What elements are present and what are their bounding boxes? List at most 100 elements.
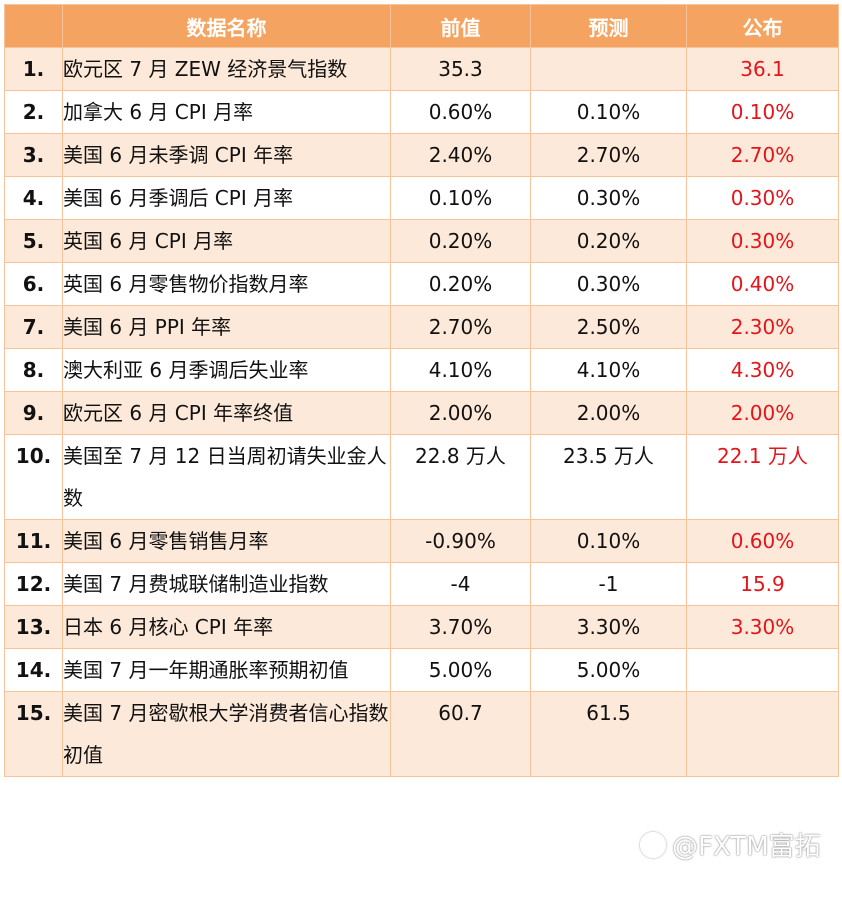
row-index: 7.	[4, 305, 63, 349]
row-prev: -4	[390, 562, 531, 606]
row-name: 美国 6 月季调后 CPI 月率	[62, 176, 391, 220]
row-prev: 3.70%	[390, 605, 531, 649]
row-forecast: 3.30%	[530, 605, 687, 649]
row-prev: 0.10%	[390, 176, 531, 220]
row-prev: 5.00%	[390, 648, 531, 692]
row-forecast: 0.30%	[530, 262, 687, 306]
table-row: 2. 加拿大 6 月 CPI 月率 0.60% 0.10% 0.10%	[4, 90, 839, 134]
row-name: 美国至 7 月 12 日当周初请失业金人数	[62, 434, 391, 520]
row-actual: 36.1	[686, 47, 839, 91]
economic-data-table: 数据名称 前值 预测 公布 1. 欧元区 7 月 ZEW 经济景气指数 35.3 36…	[4, 4, 839, 777]
header-actual: 公布	[686, 4, 839, 48]
table-row: 6. 英国 6 月零售物价指数月率 0.20% 0.30% 0.40%	[4, 262, 839, 306]
row-index: 1.	[4, 47, 63, 91]
row-name: 英国 6 月零售物价指数月率	[62, 262, 391, 306]
table-row: 4. 美国 6 月季调后 CPI 月率 0.10% 0.30% 0.30%	[4, 176, 839, 220]
row-name: 加拿大 6 月 CPI 月率	[62, 90, 391, 134]
row-prev: 2.40%	[390, 133, 531, 177]
row-index: 5.	[4, 219, 63, 263]
row-index: 10.	[4, 434, 63, 520]
row-prev: 0.20%	[390, 262, 531, 306]
row-actual: 0.30%	[686, 176, 839, 220]
row-forecast: 23.5 万人	[530, 434, 687, 520]
row-index: 14.	[4, 648, 63, 692]
row-index: 2.	[4, 90, 63, 134]
table-row: 3. 美国 6 月未季调 CPI 年率 2.40% 2.70% 2.70%	[4, 133, 839, 177]
row-name: 日本 6 月核心 CPI 年率	[62, 605, 391, 649]
row-prev: 2.00%	[390, 391, 531, 435]
row-actual: 0.30%	[686, 219, 839, 263]
row-actual: 4.30%	[686, 348, 839, 392]
row-prev: 22.8 万人	[390, 434, 531, 520]
table-row: 1. 欧元区 7 月 ZEW 经济景气指数 35.3 36.1	[4, 47, 839, 91]
row-name: 美国 7 月一年期通胀率预期初值	[62, 648, 391, 692]
table-row: 8. 澳大利亚 6 月季调后失业率 4.10% 4.10% 4.30%	[4, 348, 839, 392]
row-index: 6.	[4, 262, 63, 306]
row-forecast: 5.00%	[530, 648, 687, 692]
table-row: 12. 美国 7 月费城联储制造业指数 -4 -1 15.9	[4, 562, 839, 606]
row-index: 12.	[4, 562, 63, 606]
row-index: 4.	[4, 176, 63, 220]
table-row: 13. 日本 6 月核心 CPI 年率 3.70% 3.30% 3.30%	[4, 605, 839, 649]
row-prev: 2.70%	[390, 305, 531, 349]
watermark-text: @FXTM富拓	[672, 832, 821, 862]
table-row: 7. 美国 6 月 PPI 年率 2.70% 2.50% 2.30%	[4, 305, 839, 349]
row-forecast: 0.20%	[530, 219, 687, 263]
row-forecast: 0.30%	[530, 176, 687, 220]
brand-logo-icon	[640, 831, 666, 858]
row-actual	[686, 648, 839, 692]
row-forecast: 4.10%	[530, 348, 687, 392]
watermark: @FXTM富拓	[640, 826, 821, 863]
row-forecast: 2.70%	[530, 133, 687, 177]
row-forecast	[530, 47, 687, 91]
row-name: 美国 7 月费城联储制造业指数	[62, 562, 391, 606]
table-row: 11. 美国 6 月零售销售月率 -0.90% 0.10% 0.60%	[4, 519, 839, 563]
header-index	[4, 4, 63, 48]
row-prev: 35.3	[390, 47, 531, 91]
header-prev: 前值	[390, 4, 531, 48]
row-actual: 15.9	[686, 562, 839, 606]
row-prev: -0.90%	[390, 519, 531, 563]
header-name: 数据名称	[62, 4, 391, 48]
row-name: 美国 6 月 PPI 年率	[62, 305, 391, 349]
row-prev: 0.60%	[390, 90, 531, 134]
row-forecast: 0.10%	[530, 519, 687, 563]
row-forecast: -1	[530, 562, 687, 606]
row-actual: 0.60%	[686, 519, 839, 563]
row-forecast: 61.5	[530, 691, 687, 777]
row-index: 3.	[4, 133, 63, 177]
row-name: 欧元区 6 月 CPI 年率终值	[62, 391, 391, 435]
row-prev: 60.7	[390, 691, 531, 777]
row-index: 15.	[4, 691, 63, 777]
row-forecast: 2.50%	[530, 305, 687, 349]
row-index: 13.	[4, 605, 63, 649]
row-index: 11.	[4, 519, 63, 563]
row-actual	[686, 691, 839, 777]
table-row: 9. 欧元区 6 月 CPI 年率终值 2.00% 2.00% 2.00%	[4, 391, 839, 435]
row-index: 9.	[4, 391, 63, 435]
row-actual: 0.40%	[686, 262, 839, 306]
row-prev: 4.10%	[390, 348, 531, 392]
row-actual: 22.1 万人	[686, 434, 839, 520]
row-name: 美国 7 月密歇根大学消费者信心指数初值	[62, 691, 391, 777]
row-forecast: 0.10%	[530, 90, 687, 134]
row-actual: 2.30%	[686, 305, 839, 349]
table-row: 10. 美国至 7 月 12 日当周初请失业金人数 22.8 万人 23.5 万人 22…	[4, 434, 839, 520]
header-forecast: 预测	[530, 4, 687, 48]
table-row: 14. 美国 7 月一年期通胀率预期初值 5.00% 5.00%	[4, 648, 839, 692]
row-name: 美国 6 月零售销售月率	[62, 519, 391, 563]
row-name: 美国 6 月未季调 CPI 年率	[62, 133, 391, 177]
row-name: 英国 6 月 CPI 月率	[62, 219, 391, 263]
row-forecast: 2.00%	[530, 391, 687, 435]
table-row: 5. 英国 6 月 CPI 月率 0.20% 0.20% 0.30%	[4, 219, 839, 263]
row-actual: 0.10%	[686, 90, 839, 134]
row-index: 8.	[4, 348, 63, 392]
table-row: 15. 美国 7 月密歇根大学消费者信心指数初值 60.7 61.5	[4, 691, 839, 777]
row-name: 澳大利亚 6 月季调后失业率	[62, 348, 391, 392]
row-actual: 3.30%	[686, 605, 839, 649]
table-header-row: 数据名称 前值 预测 公布	[4, 4, 839, 48]
row-name: 欧元区 7 月 ZEW 经济景气指数	[62, 47, 391, 91]
row-actual: 2.00%	[686, 391, 839, 435]
row-prev: 0.20%	[390, 219, 531, 263]
row-actual: 2.70%	[686, 133, 839, 177]
